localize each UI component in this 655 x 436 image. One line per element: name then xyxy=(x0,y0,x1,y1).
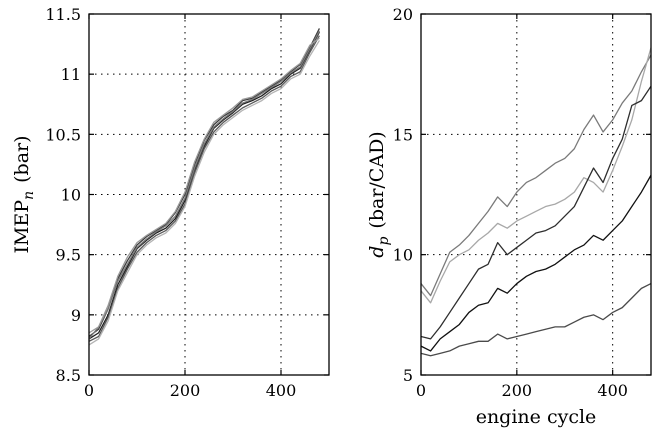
dp-x-axis-label: engine cycle xyxy=(476,406,597,428)
dp-y-axis-label-main: d xyxy=(366,246,388,258)
dp-series-group xyxy=(421,47,651,357)
imep-y-tick-label: 10 xyxy=(61,186,81,205)
imep-series-group xyxy=(89,28,320,346)
imep-y-tick-label: 10.5 xyxy=(45,125,81,144)
dp-series-line-2 xyxy=(421,47,651,304)
dp-y-axis-label-subscript: p xyxy=(376,237,392,246)
imep-series-line-6 xyxy=(89,40,320,346)
dp-series-line-3 xyxy=(421,85,651,340)
imep-series-line-1 xyxy=(89,31,320,340)
imep-y-axis-label: IMEPn (bar) xyxy=(11,135,37,253)
imep-x-tick-label: 0 xyxy=(84,381,94,400)
imep-y-tick-label: 11.5 xyxy=(45,5,81,24)
imep-y-tick-label: 9.5 xyxy=(56,246,81,265)
dp-x-tick-label: 200 xyxy=(502,381,533,400)
dp-y-axis-label: dp (bar/CAD) xyxy=(366,131,392,257)
imep-x-tick-label: 400 xyxy=(266,381,297,400)
imep-y-tick-label: 11 xyxy=(61,65,81,84)
imep-y-tick-label: 9 xyxy=(71,306,81,325)
imep-y-axis-label-subscript: n xyxy=(21,191,37,200)
imep-series-line-5 xyxy=(89,37,320,334)
dp-y-axis-label-unit: (bar/CAD) xyxy=(366,131,388,228)
imep-x-tick-label: 200 xyxy=(170,381,201,400)
imep-panel: 0 200 400 8.5 9 9.5 10 10.5 11 11.5 IMEPn (bar) xyxy=(11,5,330,400)
imep-y-axis-label-main: IMEP xyxy=(11,200,33,254)
imep-series-line-3 xyxy=(89,35,320,342)
dp-y-tick-label: 10 xyxy=(393,246,413,265)
dp-series-line-5 xyxy=(421,282,651,357)
dp-y-tick-label: 5 xyxy=(403,366,413,385)
imep-y-axis-label-unit: (bar) xyxy=(11,135,33,182)
imep-y-tick-label: 8.5 xyxy=(56,366,81,385)
dp-axes-frame xyxy=(420,13,652,376)
dp-x-tick-label: 400 xyxy=(597,381,628,400)
dp-y-tick-label: 15 xyxy=(393,125,413,144)
dp-y-tick-label: 20 xyxy=(393,5,413,24)
dp-series-line-1 xyxy=(421,54,651,297)
dp-panel: 0 200 400 5 10 15 20 dp (bar/CAD) engine cycle xyxy=(366,5,652,428)
imep-series-line-4 xyxy=(89,30,320,340)
dp-x-tick-label: 0 xyxy=(416,381,426,400)
dp-series-line-4 xyxy=(421,174,651,352)
